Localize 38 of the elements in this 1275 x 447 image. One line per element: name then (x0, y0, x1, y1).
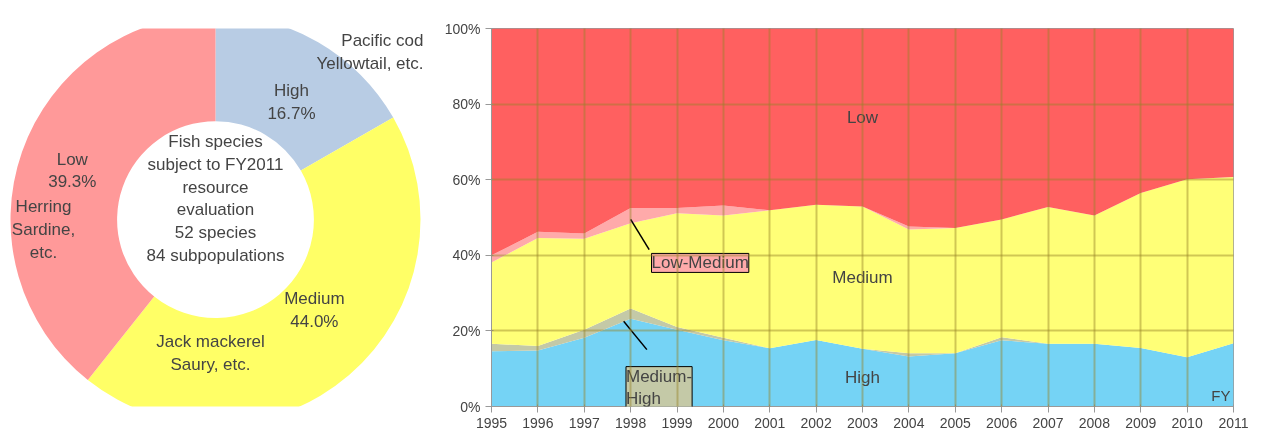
data-label: 44.0% (290, 312, 339, 332)
y-tick-label: 0% (460, 398, 481, 415)
slice-label: High (274, 80, 309, 100)
x-tick-label: 2009 (1125, 414, 1157, 431)
x-tick-label: 2008 (1078, 414, 1111, 431)
x-tick-label: 1998 (615, 414, 647, 431)
x-tick-label: 2000 (707, 414, 740, 431)
y-tick-label: 60% (452, 171, 481, 188)
x-tick-label: 2005 (939, 414, 972, 431)
y-tick-label: 100% (444, 20, 481, 37)
text: Jack mackerel Saury, etc. (156, 332, 265, 375)
x-tick-label: 2007 (1032, 414, 1064, 431)
x-tick-label: 2010 (1171, 414, 1203, 431)
slice-label: Medium (284, 289, 345, 309)
text: Herring Sardine, etc. (11, 197, 76, 263)
x-tick-label: 2002 (800, 414, 832, 431)
y-tick-label: 20% (452, 322, 481, 339)
x-tick-label: 2003 (846, 414, 879, 431)
x-tick-label: 1997 (568, 414, 601, 431)
x-tick-label: 2011 (1218, 414, 1249, 431)
x-tick-label: 1995 (475, 414, 508, 431)
x-tick-label: 2006 (986, 414, 1018, 431)
x-tick-label: 2004 (893, 414, 925, 431)
series-label: Low-Medium (651, 253, 749, 273)
series-label: Medium (832, 268, 893, 288)
x-tick-label: 1999 (661, 414, 693, 431)
y-tick-label: 40% (452, 247, 481, 264)
data-label: 39.3% (48, 172, 97, 192)
data-label: 16.7% (267, 103, 316, 123)
x-axis-title: FY (1211, 386, 1231, 404)
text: Fish species subject to FY2011 resource evaluation 52 species 84 subpopulations (146, 131, 285, 265)
series-label: Low (846, 108, 879, 128)
x-tick-label: 2001 (754, 414, 786, 431)
x-tick-label: 1996 (522, 414, 554, 431)
text: Pacific cod Yellowtail, etc. (316, 31, 424, 74)
series-label: High (845, 368, 880, 388)
y-tick-label: 80% (452, 96, 481, 113)
slice-label: Low (56, 149, 89, 169)
